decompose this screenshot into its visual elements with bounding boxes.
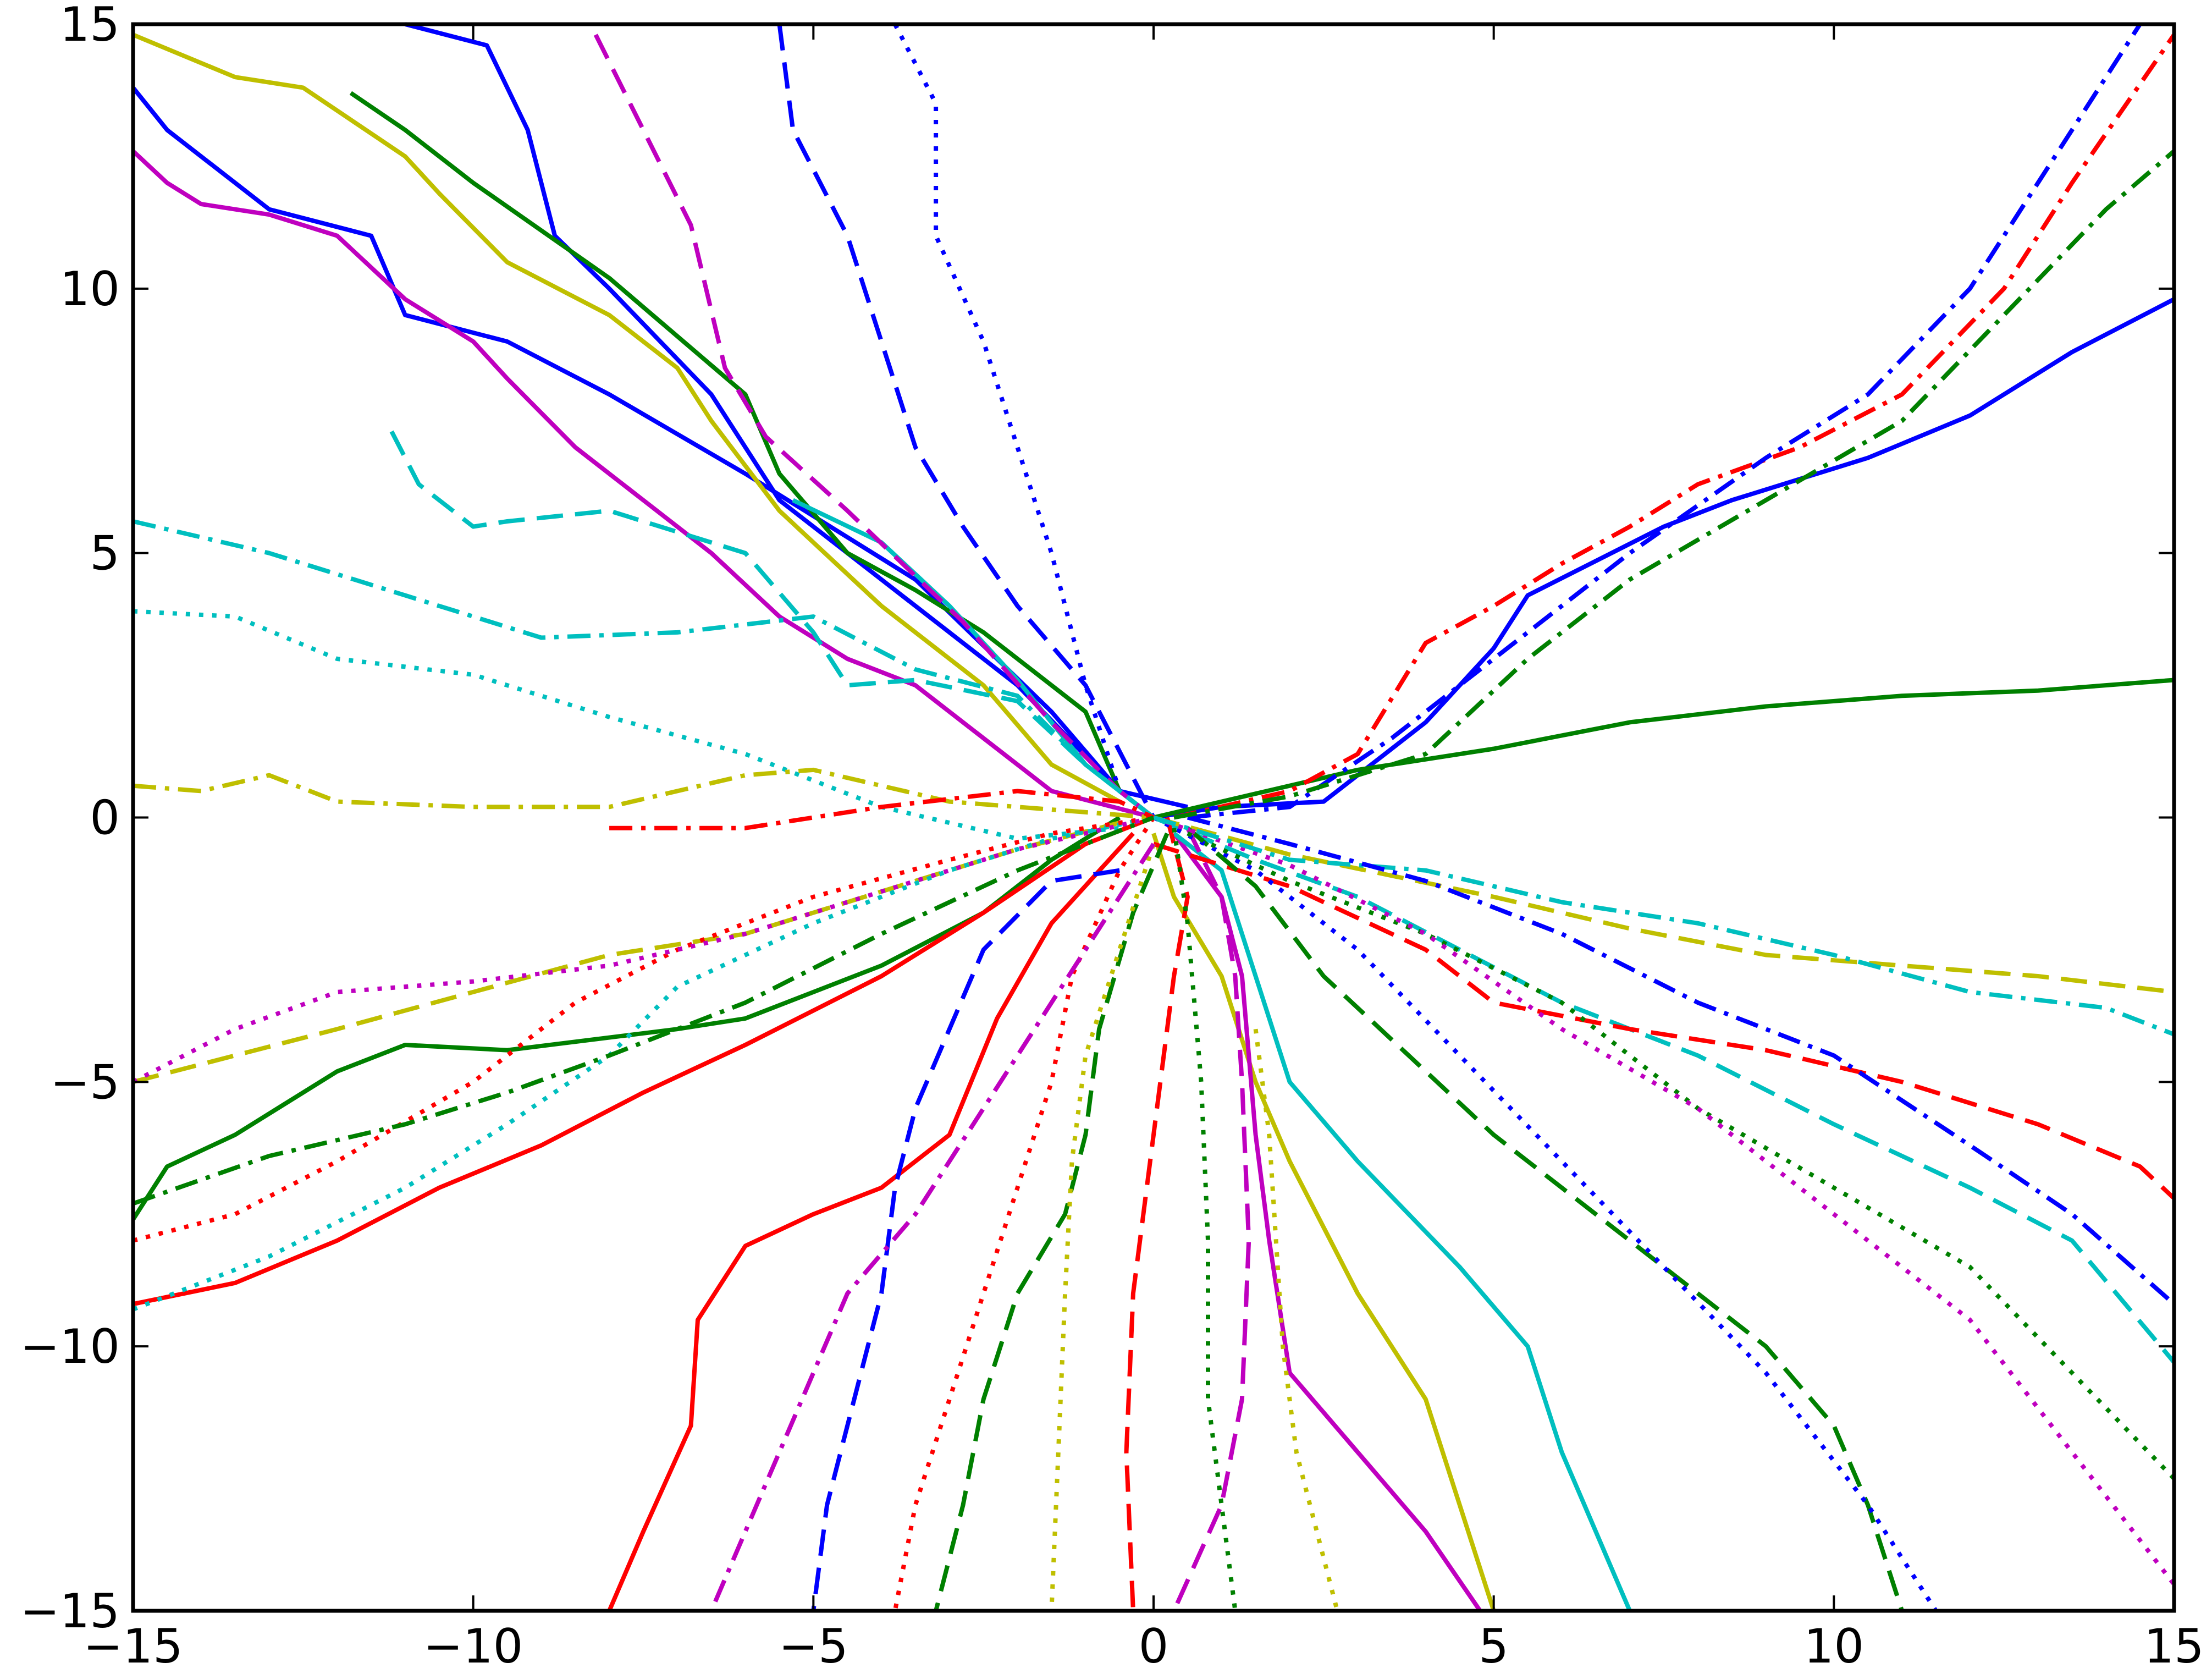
series-line-14: [607, 832, 1135, 1612]
x-tick-label-1: −15: [83, 1619, 183, 1674]
x-tick-label-5: 5: [1479, 1619, 1509, 1674]
series-line-48: [709, 843, 1156, 1612]
series-layer: [131, 22, 2176, 1612]
series-line-34: [1172, 828, 1238, 1611]
y-tick-label-4: 0: [90, 791, 120, 846]
ticks-layer: [132, 23, 2175, 1612]
series-line-4: [349, 91, 1155, 819]
series-line-47: [132, 815, 1155, 1206]
y-tick-label-5: 5: [90, 526, 120, 581]
series-line-41: [133, 767, 1154, 820]
series-line-20: [1124, 817, 1190, 1611]
series-line-7: [132, 32, 1121, 804]
x-tick-label-2: −10: [423, 1619, 523, 1674]
series-line-33: [1187, 831, 2176, 1480]
series-line-23: [777, 24, 1156, 819]
series-line-15: [389, 430, 1155, 819]
series-line-8: [1151, 833, 1496, 1612]
x-tick-labels: −15 −10 −5 0 5 10 15: [83, 1619, 2204, 1674]
series-line-5: [1153, 678, 2175, 820]
y-tick-labels: −15 −10 −5 0 5 10 15: [20, 0, 120, 1639]
series-line-39: [133, 519, 1155, 819]
series-line-18: [1152, 815, 2175, 994]
series-line-43: [1173, 33, 2176, 820]
series-line-2: [131, 86, 1155, 819]
series-line-29: [133, 609, 1120, 841]
series-line-9: [131, 149, 1155, 820]
series-line-44: [1187, 815, 2176, 1306]
x-tick-label-6: 10: [1804, 1619, 1864, 1674]
y-tick-label-7: 15: [60, 0, 120, 52]
series-line-45: [1187, 23, 2142, 820]
series-line-25: [593, 34, 1155, 819]
x-tick-label-4: 0: [1139, 1619, 1169, 1674]
y-tick-label-2: −10: [20, 1319, 120, 1374]
series-line-13: [133, 815, 1155, 1307]
series-line-32: [892, 816, 1156, 1611]
y-tick-label-1: −15: [20, 1584, 120, 1639]
series-line-26: [1172, 827, 1251, 1612]
series-line-12: [1172, 832, 1632, 1612]
series-line-24: [811, 868, 1120, 1611]
series-line-27: [893, 23, 1155, 819]
y-tick-label-6: 10: [60, 262, 120, 317]
x-tick-label-3: −5: [779, 1619, 848, 1674]
series-line-21: [1186, 826, 1904, 1612]
series-line-10: [1172, 832, 1482, 1612]
series-line-37: [132, 815, 1154, 1084]
series-line-36: [1253, 1028, 1339, 1611]
series-line-22: [934, 832, 1170, 1611]
series-line-46: [1173, 149, 2176, 820]
y-tick-label-3: −5: [50, 1055, 120, 1110]
series-line-3: [1153, 297, 2175, 820]
series-line-40: [1152, 815, 2175, 1037]
series-line-19: [1152, 841, 2176, 1200]
x-tick-label-7: 15: [2144, 1619, 2204, 1674]
